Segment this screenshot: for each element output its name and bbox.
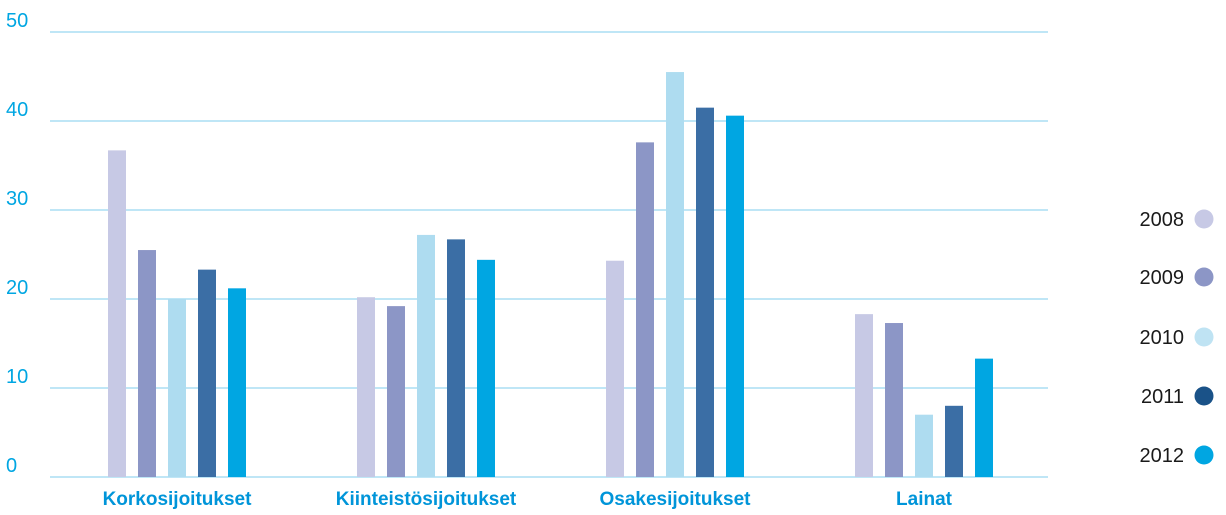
y-axis-ticks: 0 10 20 30 40 50 (6, 10, 28, 477)
y-tick-label: 10 (6, 366, 28, 388)
bar-2011-1 (447, 239, 465, 477)
bar-2012-3 (975, 358, 993, 477)
bars (108, 72, 993, 478)
y-tick-label: 50 (6, 10, 28, 32)
y-tick-label: 30 (6, 188, 28, 210)
legend-marker-2012 (1194, 445, 1214, 465)
bar-2010-0 (168, 299, 186, 477)
bar-2008-1 (357, 297, 375, 477)
bar-2012-1 (477, 259, 495, 477)
bar-2008-3 (855, 314, 873, 477)
legend-marker-2009 (1194, 267, 1214, 287)
bar-2008-0 (108, 150, 126, 477)
legend-marker-2008 (1194, 209, 1214, 229)
bar-2012-0 (228, 288, 246, 477)
bar-2011-2 (696, 107, 714, 478)
x-axis-categories: Korkosijoitukset Kiinteistösijoitukset Osa… (103, 489, 953, 510)
y-tick-label: 0 (6, 455, 17, 477)
legend-marker-2011 (1194, 386, 1214, 406)
bar-2011-3 (945, 405, 963, 477)
bar-2009-3 (885, 323, 903, 477)
legend-label: 2012 (1140, 445, 1185, 467)
bar-2010-1 (417, 234, 435, 477)
legend-marker-2010 (1194, 327, 1214, 347)
category-label: Lainat (896, 489, 953, 510)
bar-2009-2 (636, 142, 654, 478)
bar-2009-1 (387, 306, 405, 477)
category-label: Kiinteistösijoitukset (336, 489, 517, 510)
legend-label: 2011 (1141, 386, 1184, 408)
bar-2008-2 (606, 260, 624, 477)
legend-label: 2009 (1140, 267, 1185, 289)
legend-label: 2008 (1140, 209, 1185, 231)
legend: 2008 2009 2010 2011 2012 (1140, 209, 1214, 467)
bar-2011-0 (198, 269, 216, 477)
legend-label: 2010 (1140, 327, 1185, 349)
category-label: Korkosijoitukset (103, 489, 253, 510)
bar-2012-2 (726, 115, 744, 477)
category-label: Osakesijoitukset (599, 489, 751, 510)
bar-2010-3 (915, 414, 933, 477)
gridlines (50, 31, 1048, 478)
bar-2009-0 (138, 250, 156, 477)
y-tick-label: 20 (6, 277, 28, 299)
bar-2010-2 (666, 72, 684, 478)
y-tick-label: 40 (6, 99, 28, 121)
